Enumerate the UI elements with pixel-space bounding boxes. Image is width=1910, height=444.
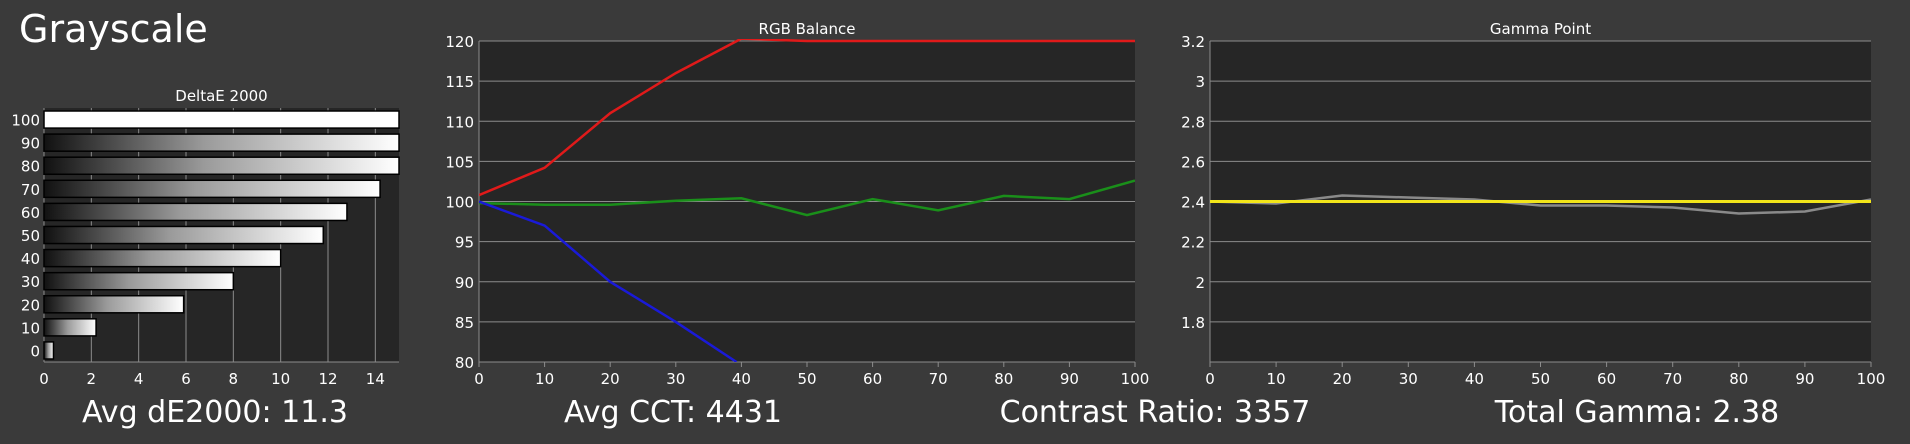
rgb-balance-x-tick-label: 40 [732,370,751,388]
rgb-balance-y-tick-label: 85 [455,314,474,332]
deltae-x-tick-label: 2 [87,370,97,388]
gamma-point-x-tick-label: 20 [1333,370,1352,388]
rgb-balance-series-red-line [479,39,1135,197]
deltae-category-label: 70 [21,181,40,199]
deltae-bar [43,294,185,314]
stat-contrast-ratio: Contrast Ratio: 3357 [1000,398,1311,428]
stat-avg-cct: Avg CCT: 4431 [564,398,782,428]
rgb-balance-y-tick-label: 95 [455,234,474,252]
deltae-category-label: 60 [21,204,40,222]
rgb-balance-x-tick-label: 100 [1121,370,1150,388]
rgb-balance-y-tick-label: 105 [445,153,474,171]
deltae-chart-title: DeltaE 2000 [175,87,267,105]
gamma-point-x-tick-label: 0 [1205,370,1215,388]
gamma-point-y-tick-label: 2.2 [1181,234,1205,252]
stat-value: 11.3 [281,395,348,430]
rgb-balance-y-tick-label: 120 [445,33,474,51]
rgb-balance-series-blue-line [479,200,738,362]
deltae-bar [43,318,97,337]
stat-label: Avg dE2000: [82,395,272,430]
rgb-balance-x-tick-label: 60 [863,370,882,388]
gamma-point-y-tick-label: 2.4 [1181,194,1205,212]
rgb-balance-series-green-line [479,179,1135,217]
deltae-category-label: 90 [21,135,40,153]
rgb-balance-chart-title: RGB Balance [759,20,856,38]
gamma-point-y-tick-label: 2.8 [1181,113,1205,131]
deltae-category-label: 30 [21,273,40,291]
deltae-category-label: 0 [30,342,40,360]
rgb-balance-x-tick-label: 30 [666,370,685,388]
stat-label: Contrast Ratio: [999,395,1225,430]
page-title: Grayscale [19,7,208,51]
rgb-balance-x-tick-label: 20 [601,370,620,388]
rgb-balance-y-tick-label: 110 [445,113,474,131]
rgb-balance-y-tick-label: 90 [455,274,474,292]
gamma-point-y-tick-label: 2.6 [1181,153,1205,171]
gamma-point-x-tick-label: 100 [1857,370,1886,388]
rgb-balance-y-tick-label: 115 [445,73,474,91]
gamma-point-x-tick-label: 30 [1399,370,1418,388]
deltae-x-tick-label: 6 [181,370,191,388]
rgb-balance-x-tick-label: 0 [474,370,484,388]
deltae-category-label: 40 [21,250,40,268]
rgb-balance-y-tick-label: 80 [455,354,474,372]
gamma-point-y-tick-label: 3.2 [1181,33,1205,51]
gamma-point-y-tick-label: 1.8 [1181,314,1205,332]
rgb-balance-x-tick-label: 80 [994,370,1013,388]
deltae-x-tick-label: 0 [39,370,49,388]
deltae-category-label: 50 [21,227,40,245]
gamma-point-x-tick-label: 40 [1465,370,1484,388]
rgb-balance-x-tick-label: 90 [1060,370,1079,388]
rgb-balance-x-tick-label: 70 [929,370,948,388]
rgb-balance-y-tick-label: 100 [445,194,474,212]
stat-label: Avg CCT: [563,395,697,430]
stat-value: 2.38 [1712,395,1780,430]
gamma-point-chart-title: Gamma Point [1490,20,1591,38]
deltae-x-tick-label: 14 [366,370,385,388]
gamma-point-x-tick-label: 80 [1729,370,1748,388]
stat-value: 3357 [1234,395,1311,430]
gamma-point-x-tick-label: 70 [1663,370,1682,388]
gamma-point-x-tick-label: 60 [1597,370,1616,388]
deltae-bar [43,179,381,199]
gamma-point-x-tick-label: 10 [1267,370,1286,388]
gamma-point-series-gray_line-line [1210,194,1871,215]
deltae-category-label: 20 [21,296,40,314]
stat-total-gamma: Total Gamma: 2.38 [1495,398,1780,428]
deltae-bar [43,110,400,129]
deltae-bar [43,271,235,291]
stat-avg-de2000: Avg dE2000: 11.3 [82,398,348,428]
deltae-bar [43,225,325,245]
rgb-balance-x-tick-label: 10 [535,370,554,388]
deltae-bar [43,341,55,360]
deltae-category-label: 100 [11,112,40,130]
deltae-category-label: 10 [21,319,40,337]
gamma-point-y-tick-label: 2 [1195,274,1205,292]
deltae-bar [43,133,400,152]
gamma-point-x-tick-label: 50 [1531,370,1550,388]
stat-label: Total Gamma: [1494,395,1703,430]
deltae-bar [43,202,348,222]
deltae-x-tick-label: 10 [271,370,290,388]
deltae-x-tick-label: 4 [134,370,144,388]
deltae-bar [43,248,282,268]
deltae-category-label: 80 [21,158,40,176]
stat-value: 4431 [705,395,783,430]
gamma-point-x-tick-label: 90 [1795,370,1814,388]
deltae-bar [43,156,400,176]
rgb-balance-x-tick-label: 50 [797,370,816,388]
deltae-x-tick-label: 8 [229,370,239,388]
gamma-point-y-tick-label: 3 [1195,73,1205,91]
deltae-x-tick-label: 12 [318,370,337,388]
